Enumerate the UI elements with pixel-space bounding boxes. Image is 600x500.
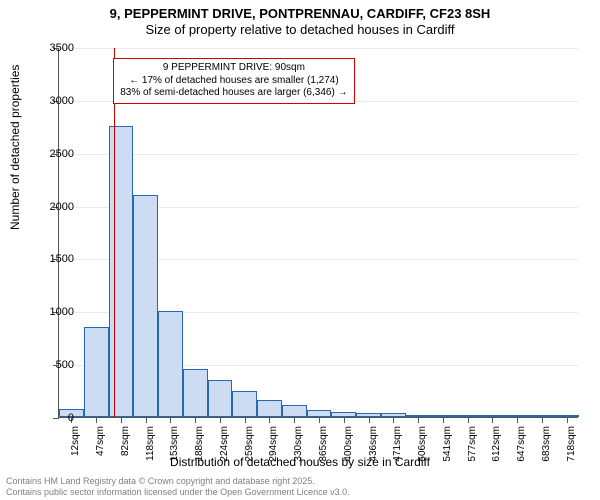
y-tick-label: 1000 — [34, 306, 74, 318]
x-tick — [344, 417, 345, 423]
y-axis-title: Number of detached properties — [8, 65, 22, 230]
property-annotation: 9 PEPPERMINT DRIVE: 90sqm← 17% of detach… — [113, 58, 354, 104]
x-tick-label: 718sqm — [566, 426, 577, 466]
x-tick-label: 436sqm — [368, 426, 379, 466]
footer-attribution: Contains HM Land Registry data © Crown c… — [6, 476, 350, 498]
x-tick — [542, 417, 543, 423]
y-tick-label: 3500 — [34, 42, 74, 54]
y-tick-label: 500 — [34, 359, 74, 371]
x-tick-label: 541sqm — [442, 426, 453, 466]
x-tick-label: 577sqm — [467, 426, 478, 466]
x-tick — [443, 417, 444, 423]
y-tick-label: 0 — [34, 412, 74, 424]
title-line-1: 9, PEPPERMINT DRIVE, PONTPRENNAU, CARDIF… — [0, 6, 600, 22]
x-tick-label: 224sqm — [219, 426, 230, 466]
x-tick — [220, 417, 221, 423]
x-tick — [96, 417, 97, 423]
histogram-bar — [183, 369, 208, 417]
title-line-2: Size of property relative to detached ho… — [0, 22, 600, 38]
x-tick-label: 683sqm — [541, 426, 552, 466]
footer-line-2: Contains public sector information licen… — [6, 487, 350, 498]
x-tick-label: 294sqm — [268, 426, 279, 466]
x-tick — [492, 417, 493, 423]
x-tick — [269, 417, 270, 423]
gridline — [59, 48, 578, 49]
annotation-line: 83% of semi-detached houses are larger (… — [120, 87, 347, 100]
x-tick-label: 365sqm — [318, 426, 329, 466]
histogram-bar — [232, 391, 257, 417]
x-tick — [369, 417, 370, 423]
x-tick — [567, 417, 568, 423]
x-tick-label: 82sqm — [120, 426, 131, 466]
gridline — [59, 154, 578, 155]
x-tick-label: 118sqm — [145, 426, 156, 466]
chart-plot-area — [58, 48, 578, 418]
x-tick — [393, 417, 394, 423]
histogram-bar — [133, 195, 158, 417]
histogram-bar — [282, 405, 307, 417]
footer-line-1: Contains HM Land Registry data © Crown c… — [6, 476, 350, 487]
x-tick-label: 647sqm — [516, 426, 527, 466]
x-tick — [517, 417, 518, 423]
x-tick — [418, 417, 419, 423]
x-tick — [195, 417, 196, 423]
x-tick-label: 259sqm — [244, 426, 255, 466]
histogram-bar — [109, 126, 134, 417]
histogram-bar — [307, 410, 332, 417]
x-tick-label: 12sqm — [70, 426, 81, 466]
x-tick-label: 330sqm — [293, 426, 304, 466]
annotation-line: ← 17% of detached houses are smaller (1,… — [120, 75, 347, 88]
x-tick-label: 506sqm — [417, 426, 428, 466]
histogram-bar — [208, 380, 233, 417]
x-tick-label: 400sqm — [343, 426, 354, 466]
y-tick-label: 2500 — [34, 148, 74, 160]
x-tick-label: 612sqm — [491, 426, 502, 466]
histogram-bar — [158, 311, 183, 417]
x-tick-label: 188sqm — [194, 426, 205, 466]
x-tick — [121, 417, 122, 423]
x-tick-label: 153sqm — [169, 426, 180, 466]
x-tick-label: 47sqm — [95, 426, 106, 466]
annotation-line: 9 PEPPERMINT DRIVE: 90sqm — [120, 62, 347, 75]
y-tick-label: 2000 — [34, 201, 74, 213]
x-tick — [170, 417, 171, 423]
histogram-bar — [257, 400, 282, 417]
x-tick-label: 471sqm — [392, 426, 403, 466]
chart-title-block: 9, PEPPERMINT DRIVE, PONTPRENNAU, CARDIF… — [0, 0, 600, 39]
y-tick-label: 1500 — [34, 253, 74, 265]
x-tick — [146, 417, 147, 423]
x-tick — [319, 417, 320, 423]
histogram-bar — [84, 327, 109, 417]
y-tick-label: 3000 — [34, 95, 74, 107]
x-tick — [294, 417, 295, 423]
x-tick — [468, 417, 469, 423]
x-tick — [245, 417, 246, 423]
